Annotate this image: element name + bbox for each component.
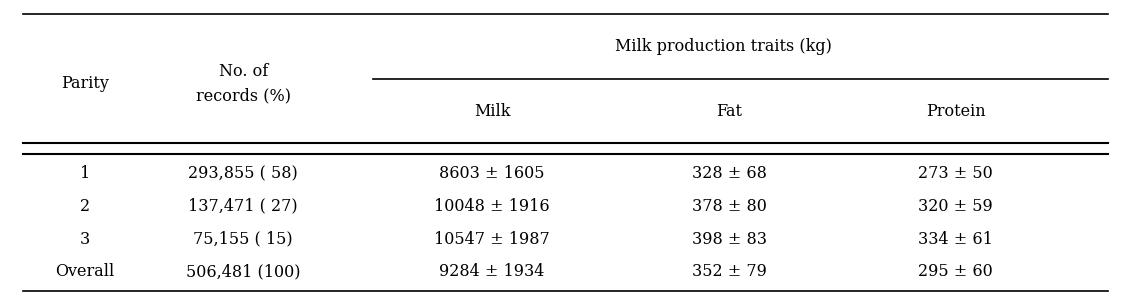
Text: Fat: Fat — [717, 103, 742, 120]
Text: 1: 1 — [79, 165, 90, 182]
Text: 9284 ± 1934: 9284 ± 1934 — [439, 263, 545, 280]
Text: 10547 ± 1987: 10547 ± 1987 — [434, 231, 550, 248]
Text: Milk: Milk — [474, 103, 510, 120]
Text: 3: 3 — [79, 231, 90, 248]
Text: 137,471 ( 27): 137,471 ( 27) — [189, 198, 297, 215]
Text: 10048 ± 1916: 10048 ± 1916 — [434, 198, 550, 215]
Text: 273 ± 50: 273 ± 50 — [918, 165, 993, 182]
Text: 328 ± 68: 328 ± 68 — [692, 165, 767, 182]
Text: 320 ± 59: 320 ± 59 — [918, 198, 993, 215]
Text: 352 ± 79: 352 ± 79 — [692, 263, 767, 280]
Text: 8603 ± 1605: 8603 ± 1605 — [439, 165, 545, 182]
Text: 334 ± 61: 334 ± 61 — [918, 231, 993, 248]
Text: 75,155 ( 15): 75,155 ( 15) — [193, 231, 293, 248]
Text: Protein: Protein — [926, 103, 985, 120]
Text: 398 ± 83: 398 ± 83 — [692, 231, 767, 248]
Text: 2: 2 — [80, 198, 89, 215]
Text: 293,855 ( 58): 293,855 ( 58) — [188, 165, 299, 182]
Text: Parity: Parity — [61, 75, 109, 92]
Text: No. of
records (%): No. of records (%) — [196, 63, 291, 105]
Text: Milk production traits (kg): Milk production traits (kg) — [615, 38, 832, 55]
Text: 506,481 (100): 506,481 (100) — [185, 263, 301, 280]
Text: Overall: Overall — [55, 263, 114, 280]
Text: 378 ± 80: 378 ± 80 — [692, 198, 767, 215]
Text: 295 ± 60: 295 ± 60 — [918, 263, 993, 280]
